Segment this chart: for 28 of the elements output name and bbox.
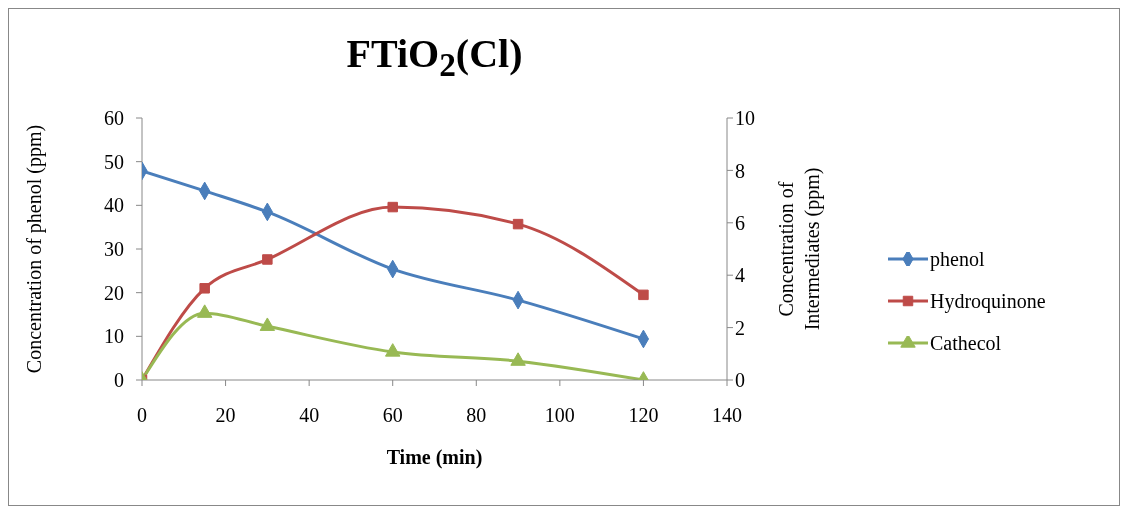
- y-tick-label: 60: [104, 107, 124, 130]
- x-tick-label: 120: [628, 404, 659, 427]
- y2-tick-label: 8: [735, 159, 745, 182]
- chart-title: FTiO$_{2}$(Cl): [345, 30, 524, 84]
- x-axis-title: Time (min): [386, 446, 483, 469]
- legend-label: Hydroquinone: [930, 289, 1046, 313]
- y2-axis-title: Concentration of Intermediates (ppm): [775, 167, 824, 331]
- legend-label: Cathecol: [930, 331, 1002, 355]
- x-tick-label: 80: [466, 404, 487, 427]
- y2-tick-label: 6: [735, 211, 745, 234]
- y2-tick-label: 0: [735, 369, 745, 392]
- y-tick-label: 50: [104, 150, 124, 173]
- y-tick-label: 0: [114, 369, 124, 392]
- y-tick-label: 20: [104, 281, 124, 304]
- x-tick-label: 20: [215, 404, 236, 427]
- x-tick-label: 140: [712, 404, 742, 427]
- y-axis-title: Concentration of phenol (ppm): [23, 124, 47, 374]
- x-tick-label: 0: [137, 404, 147, 427]
- y2-tick-label: 4: [735, 264, 745, 287]
- y-tick-label: 40: [104, 194, 124, 217]
- y-tick-label: 30: [104, 238, 124, 261]
- x-tick-label: 100: [544, 404, 575, 427]
- legend-label: phenol: [930, 247, 985, 271]
- y2-tick-label: 2: [735, 316, 745, 339]
- x-tick-label: 60: [382, 404, 403, 427]
- y2-tick-label: 10: [735, 107, 755, 130]
- y-tick-label: 10: [104, 325, 124, 348]
- x-tick-label: 40: [299, 404, 320, 427]
